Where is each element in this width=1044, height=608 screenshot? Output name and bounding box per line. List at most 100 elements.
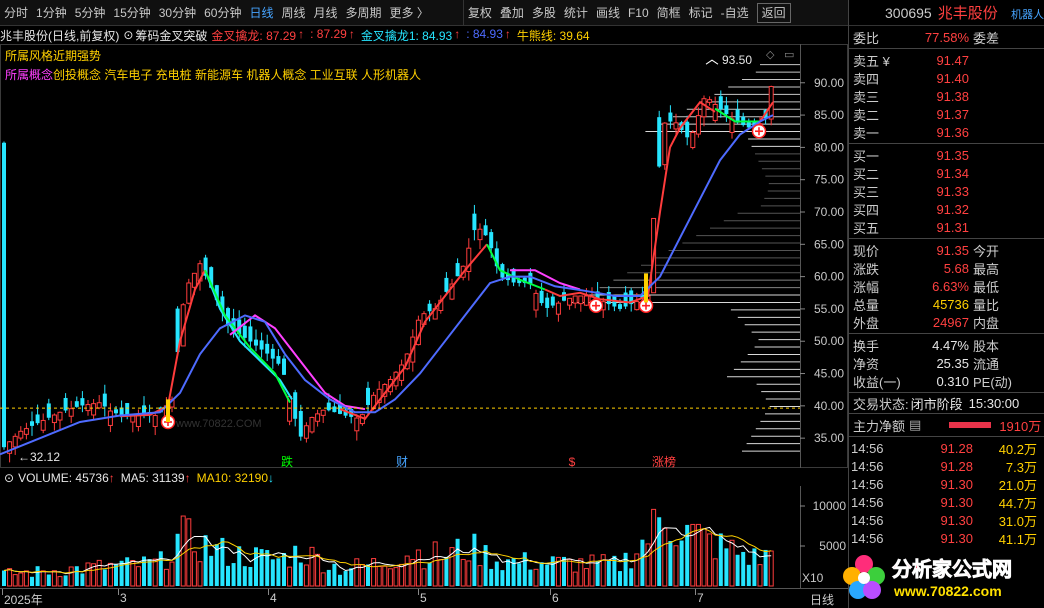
period-tab[interactable]: 5分钟: [74, 5, 106, 20]
expand-icon[interactable]: ▭: [784, 49, 794, 61]
volume-bar: [226, 565, 230, 586]
candle-body: [152, 415, 158, 427]
indicator-menu-icon[interactable]: ⊙: [123, 28, 134, 42]
style-annotation: 所属风格近期强势: [5, 48, 101, 63]
period-tab[interactable]: 60分钟: [204, 5, 242, 20]
toolbar-button[interactable]: F10: [627, 5, 649, 20]
toolbar-button[interactable]: -自选: [720, 5, 749, 20]
weicha-label: 委差: [973, 30, 1000, 46]
event-marker[interactable]: $: [569, 455, 576, 468]
ask-price: 91.40: [936, 70, 969, 86]
event-marker[interactable]: 涨榜: [652, 454, 676, 468]
settings-icon[interactable]: ▤: [909, 417, 922, 432]
volume-axis-label: 5000: [819, 539, 846, 553]
volume-bar: [623, 552, 628, 586]
candle-body: [68, 408, 74, 417]
stat-value: 4.47%: [932, 337, 969, 353]
bid-row[interactable]: 买四 91.32: [849, 200, 1044, 218]
candle-body: [685, 121, 690, 138]
volume-bar: [18, 572, 24, 587]
volume-bar: [343, 571, 348, 586]
volume-bar: [214, 544, 219, 586]
toolbar-button[interactable]: 复权: [462, 0, 496, 26]
volume-bar: [618, 571, 622, 586]
period-tab[interactable]: 30分钟: [158, 5, 197, 20]
tick-list[interactable]: 14:56 91.28 40.2万 14:56 91.28 7.3万 14:56 91.30 2…: [849, 437, 1044, 547]
ask-row[interactable]: 卖一 91.36: [849, 123, 1044, 141]
candles: [2, 85, 774, 463]
toolbar-button[interactable]: 叠加: [499, 5, 524, 20]
back-button[interactable]: 返回: [756, 2, 791, 23]
toolbar-button[interactable]: 多股: [531, 5, 556, 20]
stat-row: 涨幅 6.63% 最低: [849, 277, 1044, 295]
period-tab[interactable]: 月线: [313, 5, 338, 20]
period-tab[interactable]: 日线: [249, 5, 274, 20]
bid-row[interactable]: 买一 91.35: [849, 146, 1044, 164]
volume-bar: [404, 555, 410, 587]
volume-bar: [415, 549, 421, 587]
period-tab[interactable]: 分时: [4, 5, 29, 20]
volume-bar: [303, 564, 309, 587]
volume-bar: [578, 558, 584, 587]
toolbar-button[interactable]: 统计: [563, 5, 588, 20]
bid-row[interactable]: 买三 91.33: [849, 182, 1044, 200]
bid-row[interactable]: 买二 91.34: [849, 164, 1044, 182]
date-tick: [118, 589, 119, 595]
volume-bar: [572, 571, 578, 587]
candle-body: [466, 247, 472, 273]
volume-bar: [169, 561, 175, 587]
candle-body: [175, 308, 180, 353]
trade-status-row: 交易状态: 闭市阶段 15:30:00: [849, 393, 1044, 413]
stock-tag[interactable]: 机器人: [1011, 9, 1044, 21]
toolbar-button[interactable]: 画线: [595, 5, 620, 20]
ask-row[interactable]: 卖三 91.38: [849, 87, 1044, 105]
event-marker[interactable]: 跌: [281, 454, 293, 468]
collapse-icon[interactable]: ⊙: [4, 471, 15, 485]
ask-row[interactable]: 卖四 91.40: [849, 69, 1044, 87]
volume-bar: [757, 564, 763, 587]
volume-bar: [595, 561, 600, 586]
period-tab[interactable]: 周线: [281, 5, 306, 20]
stat-label: 净资: [853, 356, 880, 372]
toolbar-button[interactable]: 简框: [656, 5, 681, 20]
ask-row[interactable]: 卖五 ¥ 91.47: [849, 51, 1044, 69]
volume-bar: [763, 549, 768, 586]
candle-body: [293, 392, 298, 419]
candle-body: [259, 340, 264, 350]
period-tab[interactable]: 1分钟: [36, 5, 67, 20]
diamond-icon[interactable]: ◇: [766, 49, 775, 61]
stock-period-label[interactable]: 兆丰股份(日线,前复权): [0, 28, 120, 43]
period-tab[interactable]: 15分钟: [113, 5, 151, 20]
candle-body: [583, 295, 589, 306]
buy-signal-icon[interactable]: [588, 298, 604, 313]
indicator-name[interactable]: 筹码金叉突破: [135, 28, 208, 43]
logo-url: www.70822.com: [893, 583, 1002, 599]
volume-bar: [12, 574, 18, 587]
volume-bar: [494, 561, 499, 586]
ask-row[interactable]: 卖二 91.37: [849, 105, 1044, 123]
volume-bar: [477, 565, 483, 587]
volume-bar: [539, 562, 544, 586]
volume-bar: [220, 537, 225, 586]
buy-signal-icon[interactable]: [751, 123, 767, 139]
bid-row[interactable]: 买五 91.31: [849, 218, 1044, 236]
kline-chart[interactable]: ◇ ▭ 90.00 85.00 80.00 75.00 70.00 65.00 60.00 55.…: [0, 44, 848, 468]
stat-label: 今开: [973, 243, 1000, 259]
ask-price: 91.47: [936, 52, 969, 68]
period-tab[interactable]: 多周期: [345, 5, 382, 20]
period-tab[interactable]: 更多 〉: [389, 5, 429, 20]
indicator-value: : 87.29: [310, 26, 347, 41]
volume-chart[interactable]: 10000 5000 X10: [0, 486, 848, 588]
volume-bar: [80, 573, 85, 586]
event-marker[interactable]: 财: [396, 455, 408, 468]
candle-body: [489, 232, 494, 249]
candle-body: [309, 416, 315, 433]
candle-body: [724, 105, 729, 115]
indicator-values: 金叉擒龙: 87.29 ↑: 87.29 ↑ 金叉擒龙1: 84.93 ↑: 84.93…: [211, 27, 591, 44]
toolbar-button[interactable]: 标记: [688, 5, 713, 20]
volume-bar: [51, 570, 57, 587]
volume-bar: [629, 568, 634, 586]
volume-bar: [640, 539, 645, 586]
candle-body: [270, 348, 275, 359]
date-label: 4: [270, 591, 277, 605]
